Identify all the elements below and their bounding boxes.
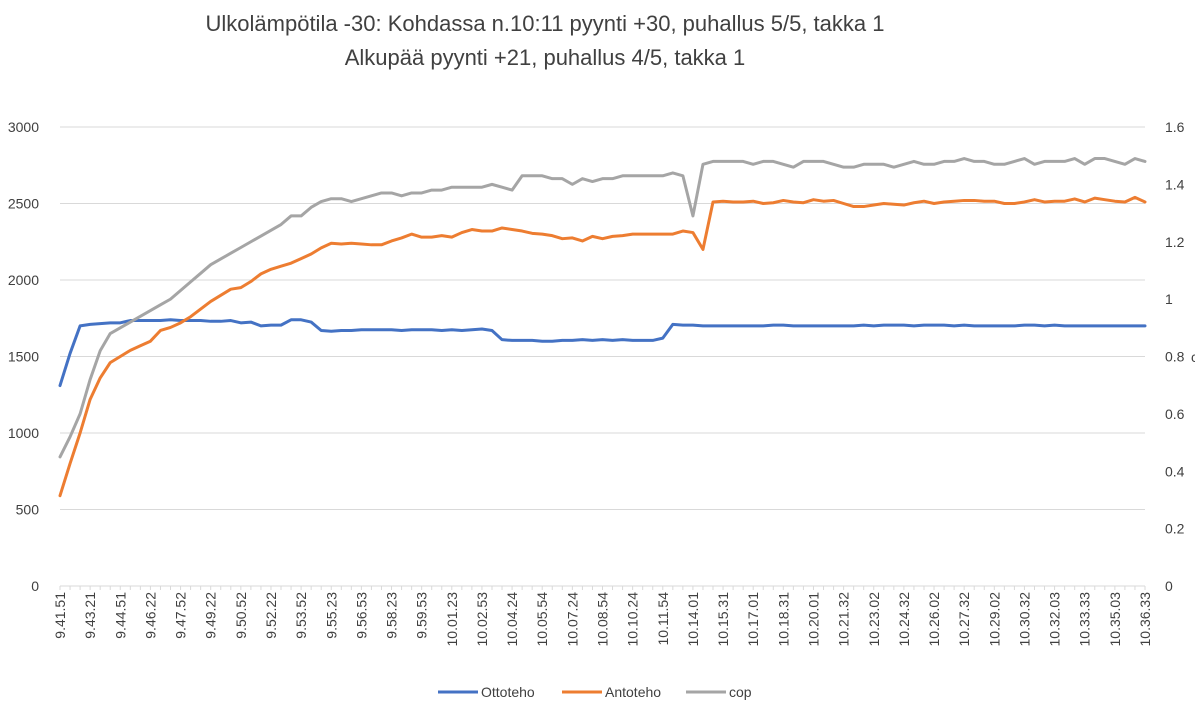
y-left-tick-label: 2500 [8, 196, 39, 212]
y-right-tick-label: 0.2 [1165, 521, 1185, 537]
legend-label-cop: cop [729, 684, 752, 700]
y-left-tick-label: 3000 [8, 119, 39, 135]
y-right-tick-label: 1.4 [1165, 176, 1185, 192]
x-tick-label: 9.46.22 [142, 592, 158, 639]
x-tick-label: 10.04.24 [504, 592, 520, 647]
chart-title-line-1: Ulkolämpötila -30: Kohdassa n.10:11 pyyn… [205, 11, 885, 36]
series-line-cop [58, 157, 1147, 459]
y-left-tick-label: 1500 [8, 349, 39, 365]
chart-title-line-2: Alkupää pyynti +21, puhallus 4/5, takka … [344, 45, 746, 70]
y-right-tick-label: 1 [1165, 291, 1173, 307]
x-tick-label: 9.49.22 [203, 592, 219, 639]
x-tick-label: 10.15.31 [715, 592, 731, 647]
x-tick-label: 9.53.52 [293, 592, 309, 639]
legend-label-antoteho: Antoteho [605, 684, 661, 700]
x-tick-label: 10.20.01 [805, 592, 821, 647]
x-tick-label: 10.07.24 [564, 592, 580, 647]
x-tick-label: 10.11.54 [655, 592, 671, 646]
x-tick-label: 10.17.01 [745, 592, 761, 647]
x-axis: 9.41.51 9.43.21 9.44.51 9.46.22 9.47.52 9.49.… [52, 585, 1153, 647]
y-left-tick-label: 500 [16, 502, 40, 518]
gridlines [60, 126, 1145, 587]
y-axis-right: 0 0.2 0.4 0.6 0.8 1 1.2 1.4 1.6 c [1165, 119, 1195, 594]
series-lines [58, 157, 1147, 498]
x-tick-label: 10.21.32 [836, 592, 852, 647]
y-right-tick-label: 0.6 [1165, 406, 1185, 422]
x-tick-label: 9.47.52 [173, 592, 189, 639]
series-line-ottoteho [58, 318, 1147, 388]
x-tick-label: 10.14.01 [685, 592, 701, 647]
x-tick-label: 10.36.33 [1137, 592, 1153, 647]
x-tick-label: 10.01.23 [444, 592, 460, 647]
x-tick-label: 10.35.03 [1107, 592, 1123, 647]
series-line-antoteho [58, 195, 1147, 498]
x-tick-label: 10.32.03 [1047, 592, 1063, 647]
y-right-axis-label: c [1191, 349, 1195, 365]
y-right-tick-label: 0.8 [1165, 349, 1185, 365]
x-tick-label: 9.41.51 [52, 592, 68, 639]
y-right-tick-label: 1.6 [1165, 119, 1185, 135]
x-tick-label: 10.02.53 [474, 592, 490, 647]
x-tick-label: 9.43.21 [82, 592, 98, 639]
x-tick-label: 9.56.53 [353, 592, 369, 639]
x-tick-label: 9.52.22 [263, 592, 279, 639]
y-left-tick-label: 2000 [8, 272, 39, 288]
x-tick-label: 10.29.02 [986, 592, 1002, 647]
y-right-tick-label: 1.2 [1165, 234, 1185, 250]
legend: Ottoteho Antoteho cop [438, 684, 752, 700]
x-tick-label: 10.10.24 [625, 592, 641, 647]
y-left-tick-label: 0 [31, 578, 39, 594]
x-tick-label: 10.18.31 [775, 592, 791, 647]
y-right-tick-label: 0 [1165, 578, 1173, 594]
x-tick-label: 10.33.33 [1077, 592, 1093, 647]
y-right-tick-label: 0.4 [1165, 463, 1185, 479]
y-left-tick-label: 1000 [8, 425, 39, 441]
x-tick-label: 10.27.32 [956, 592, 972, 647]
x-tick-label: 9.59.53 [414, 592, 430, 639]
x-tick-label: 10.05.54 [534, 592, 550, 647]
x-tick-label: 10.26.02 [926, 592, 942, 647]
x-tick-label: 9.55.23 [323, 592, 339, 639]
x-tick-label: 10.30.32 [1016, 592, 1032, 647]
y-axis-left: 0 500 1000 1500 2000 2500 3000 [8, 119, 39, 594]
x-tick-label: 9.50.52 [233, 592, 249, 639]
x-tick-label: 9.44.51 [112, 592, 128, 639]
x-tick-label: 10.08.54 [595, 592, 611, 647]
legend-label-ottoteho: Ottoteho [481, 684, 535, 700]
x-tick-label: 10.23.02 [866, 592, 882, 647]
x-tick-label: 10.24.32 [896, 592, 912, 647]
x-tick-label: 9.58.23 [384, 592, 400, 639]
